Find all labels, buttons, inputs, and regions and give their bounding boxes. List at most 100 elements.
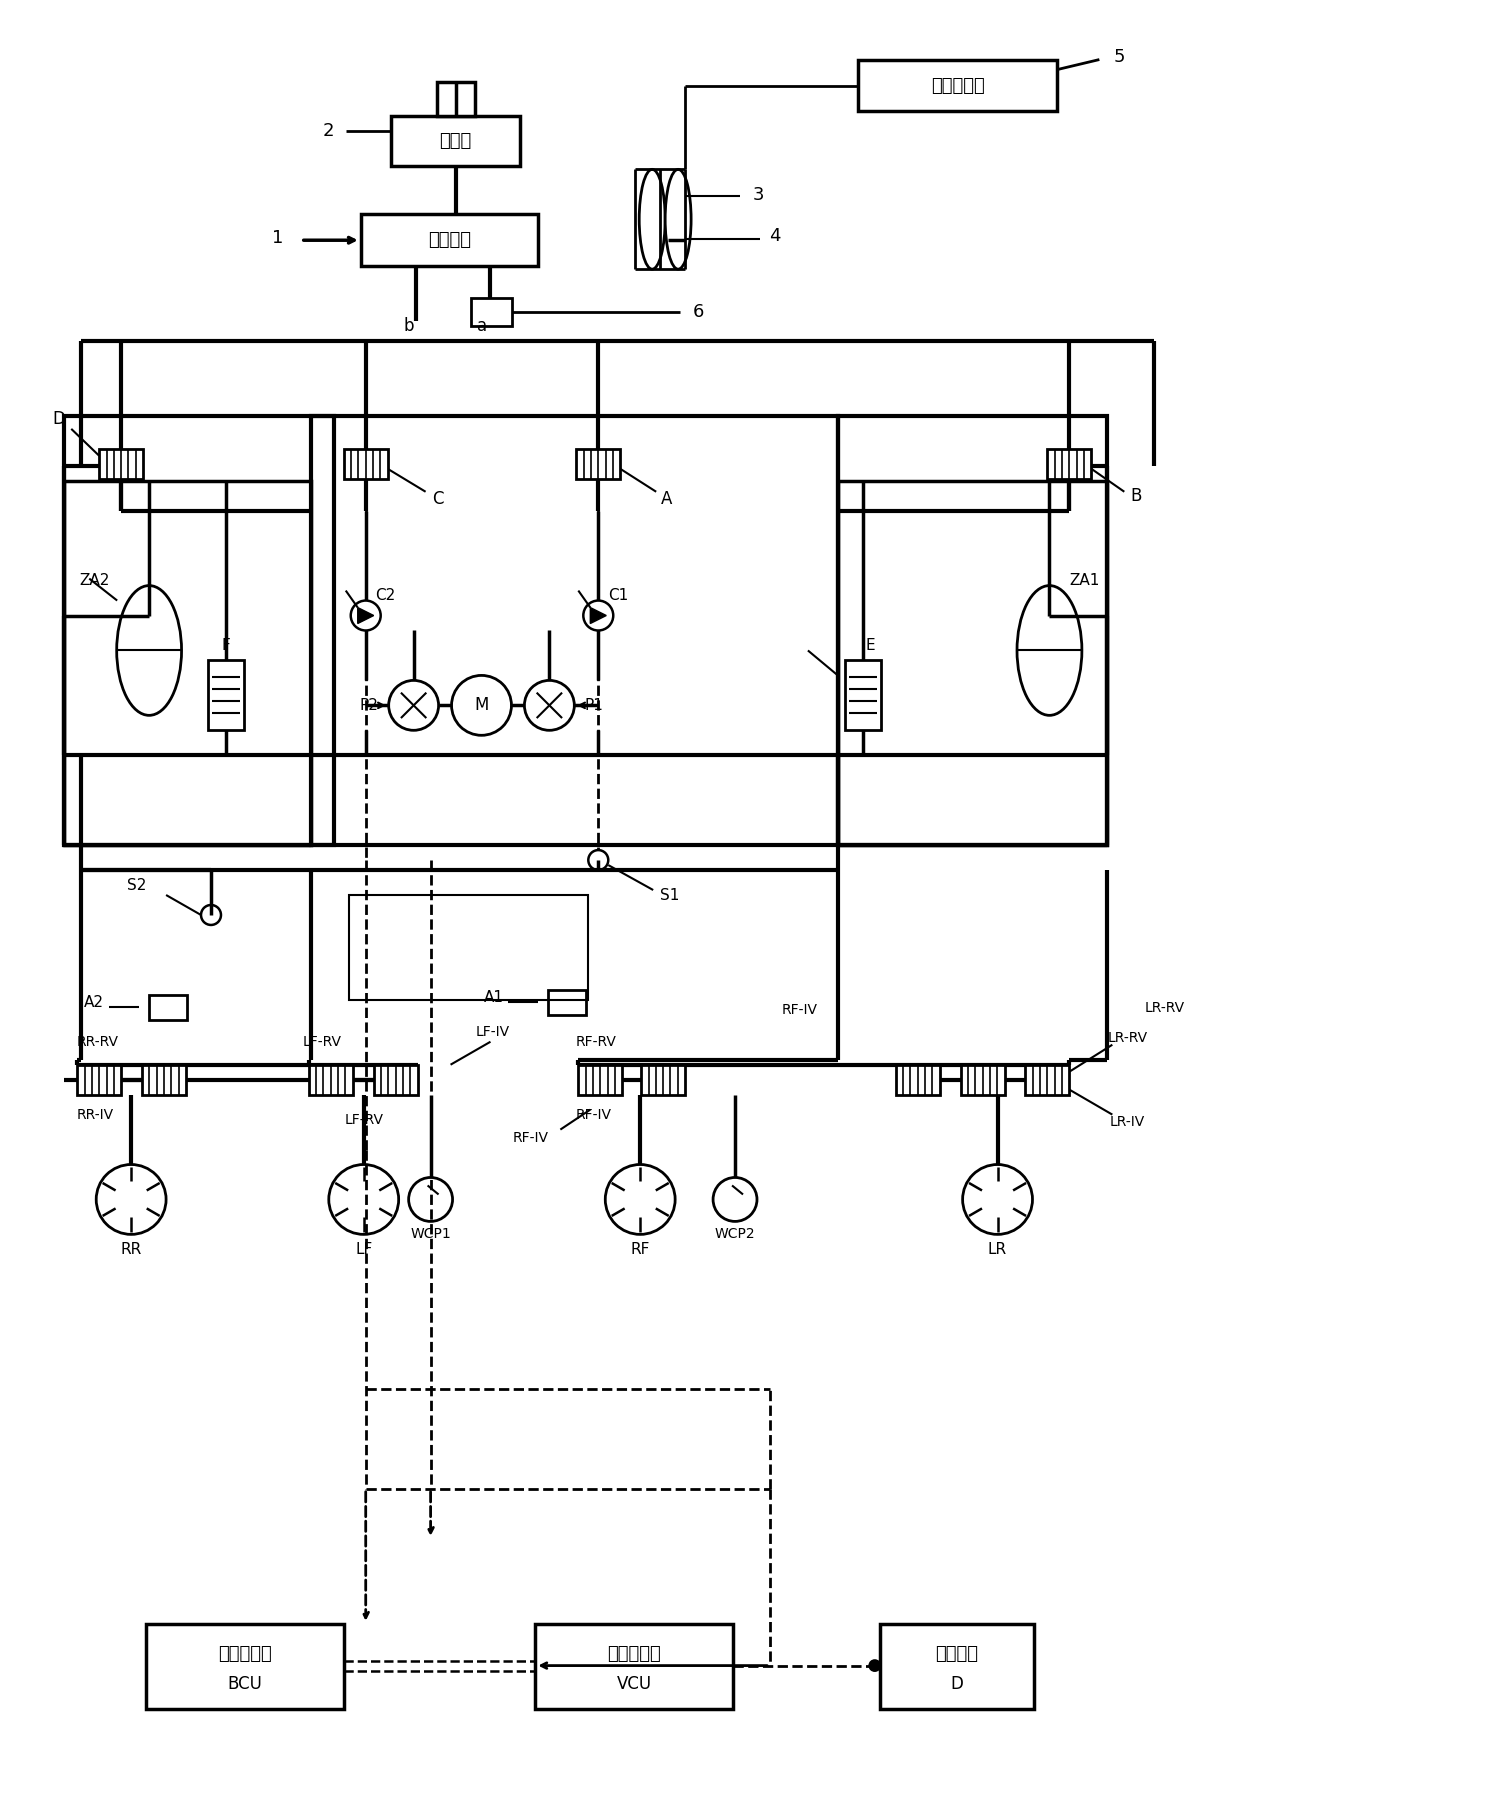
Text: RF: RF	[630, 1243, 650, 1257]
Text: RR-RV: RR-RV	[77, 1036, 118, 1048]
Text: A: A	[660, 490, 672, 508]
Text: A2: A2	[84, 996, 104, 1010]
Bar	[360, 214, 538, 267]
Text: C: C	[433, 490, 443, 508]
Text: WCP1: WCP1	[410, 1228, 451, 1241]
Ellipse shape	[116, 585, 181, 715]
Circle shape	[713, 1178, 757, 1221]
Text: A1: A1	[484, 991, 503, 1005]
Text: 4: 4	[769, 227, 781, 245]
Text: RR-IV: RR-IV	[77, 1108, 113, 1122]
Text: 制动控制器: 制动控制器	[219, 1644, 271, 1662]
Circle shape	[351, 600, 381, 630]
Bar	[77, 1064, 121, 1095]
Bar	[208, 661, 244, 731]
Text: LF-RV: LF-RV	[303, 1036, 342, 1048]
Text: LF-RV: LF-RV	[344, 1113, 383, 1127]
Bar	[374, 1064, 417, 1095]
Bar	[309, 1064, 353, 1095]
Text: 3: 3	[752, 186, 764, 204]
Text: RF-IV: RF-IV	[576, 1108, 612, 1122]
Text: C2: C2	[375, 589, 396, 603]
Bar	[470, 299, 512, 326]
Text: 1: 1	[273, 229, 283, 247]
Circle shape	[329, 1165, 399, 1234]
Bar	[579, 1064, 622, 1095]
Circle shape	[389, 681, 439, 731]
Text: BCU: BCU	[228, 1675, 262, 1693]
Polygon shape	[357, 607, 374, 623]
Ellipse shape	[665, 169, 692, 268]
Text: LF-IV: LF-IV	[475, 1025, 509, 1039]
Text: RF-IV: RF-IV	[782, 1003, 818, 1018]
Bar	[348, 895, 588, 1000]
Bar	[549, 991, 586, 1014]
Bar	[99, 448, 143, 479]
Bar	[65, 416, 333, 845]
Circle shape	[963, 1165, 1032, 1234]
Text: 6: 6	[692, 303, 704, 321]
Bar	[960, 1064, 1005, 1095]
Bar	[310, 416, 838, 845]
Text: b: b	[404, 317, 414, 335]
Text: D: D	[53, 411, 66, 429]
Text: WCP2: WCP2	[714, 1228, 755, 1241]
Circle shape	[606, 1165, 675, 1234]
Bar	[146, 1625, 344, 1709]
Circle shape	[870, 1661, 880, 1671]
Bar	[845, 661, 880, 731]
Circle shape	[583, 600, 613, 630]
Circle shape	[408, 1178, 452, 1221]
Text: P1: P1	[585, 697, 604, 713]
Bar	[149, 994, 187, 1019]
Bar	[1025, 1064, 1070, 1095]
Circle shape	[200, 904, 222, 926]
Text: LR-IV: LR-IV	[1109, 1115, 1145, 1129]
Bar	[390, 117, 520, 166]
Text: C1: C1	[609, 589, 628, 603]
Text: LF: LF	[356, 1243, 372, 1257]
Text: S2: S2	[127, 877, 146, 893]
Text: LR: LR	[989, 1243, 1007, 1257]
Bar	[142, 1064, 185, 1095]
Text: RF-IV: RF-IV	[512, 1131, 549, 1145]
Text: S1: S1	[660, 888, 680, 902]
Circle shape	[452, 675, 511, 735]
Text: 电动真空泵: 电动真空泵	[931, 76, 984, 94]
Bar	[65, 481, 310, 845]
Polygon shape	[591, 607, 606, 623]
Bar	[640, 1064, 686, 1095]
Bar	[344, 448, 387, 479]
Bar	[535, 1625, 732, 1709]
Circle shape	[96, 1165, 166, 1234]
Bar	[880, 1625, 1034, 1709]
Text: M: M	[475, 697, 488, 715]
Text: 制动主缸: 制动主缸	[428, 231, 472, 249]
Text: P2: P2	[359, 697, 378, 713]
Bar	[857, 59, 1058, 112]
Text: 2: 2	[322, 122, 335, 140]
Text: 整车控制器: 整车控制器	[607, 1644, 662, 1662]
Text: ZA1: ZA1	[1068, 573, 1100, 589]
Circle shape	[588, 850, 609, 870]
Ellipse shape	[1017, 585, 1082, 715]
Bar	[838, 416, 1108, 845]
Text: a: a	[478, 317, 488, 335]
Text: 5: 5	[1114, 47, 1126, 65]
Bar	[437, 81, 475, 117]
Text: 驱动电机: 驱动电机	[936, 1644, 978, 1662]
Text: F: F	[222, 638, 231, 654]
Bar	[838, 481, 1108, 845]
Circle shape	[524, 681, 574, 731]
Bar	[895, 1064, 940, 1095]
Text: B: B	[1130, 486, 1142, 504]
Bar	[576, 448, 621, 479]
Text: 储液室: 储液室	[440, 133, 472, 151]
Text: E: E	[867, 638, 876, 654]
Text: LR-RV: LR-RV	[1144, 1001, 1185, 1014]
Text: ZA2: ZA2	[78, 573, 110, 589]
Text: RF-RV: RF-RV	[576, 1036, 616, 1048]
Text: VCU: VCU	[616, 1675, 653, 1693]
Ellipse shape	[639, 169, 665, 268]
Bar	[1047, 448, 1091, 479]
